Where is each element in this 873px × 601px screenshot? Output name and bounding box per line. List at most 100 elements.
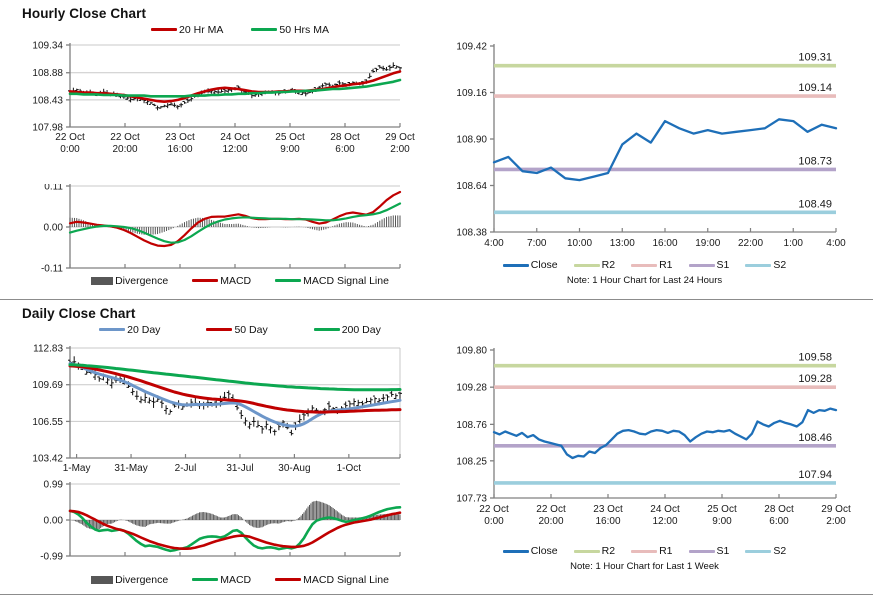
legend-line-icon [502, 549, 529, 553]
legend-label: R1 [659, 259, 673, 271]
legend-line-icon [573, 263, 600, 267]
svg-text:2:00: 2:00 [390, 144, 410, 155]
svg-text:12:00: 12:00 [652, 516, 677, 527]
svg-text:0:00: 0:00 [484, 516, 504, 527]
svg-text:0.99: 0.99 [44, 480, 64, 491]
svg-text:103.42: 103.42 [32, 454, 63, 465]
svg-text:23 Oct: 23 Oct [165, 132, 195, 143]
svg-text:16:00: 16:00 [652, 238, 677, 249]
legend-label: S1 [716, 545, 730, 557]
svg-text:29 Oct: 29 Oct [821, 504, 851, 515]
svg-text:12:00: 12:00 [222, 144, 247, 155]
svg-text:9:00: 9:00 [280, 144, 300, 155]
legend-line-icon [313, 328, 340, 331]
legend-label: Close [530, 545, 558, 557]
hourly-price-legend: 20 Hr MA 50 Hrs MA [70, 22, 410, 37]
hourly-right-column: 109.42 109.16 108.90 108.64 108.38 4:00 7:00 10… [422, 22, 867, 287]
svg-text:107.94: 107.94 [798, 469, 832, 481]
svg-text:19:00: 19:00 [695, 238, 720, 249]
legend-label: 20 Hr MA [179, 23, 224, 36]
svg-text:108.49: 108.49 [798, 198, 832, 210]
legend-label: 200 Day [341, 323, 381, 336]
legend-item-macd: MACD [192, 275, 251, 287]
svg-text:109.42: 109.42 [456, 42, 487, 53]
daily-right-column: 109.80 109.28 108.76 108.25 107.73 22 Oct 0:00… [422, 322, 867, 573]
legend-item-s1: S1 [688, 259, 729, 271]
daily-price-legend: 20 Day 50 Day 200 Day [70, 322, 410, 337]
daily-section: Daily Close Chart 20 Day 50 Day 200 Day 11… [0, 300, 873, 595]
svg-text:108.43: 108.43 [32, 95, 63, 106]
legend-label: 50 Hrs MA [279, 23, 329, 36]
svg-text:9:00: 9:00 [712, 516, 732, 527]
svg-text:16:00: 16:00 [595, 516, 620, 527]
legend-label: MACD Signal Line [303, 274, 389, 287]
svg-text:13:00: 13:00 [610, 238, 635, 249]
svg-text:0.00: 0.00 [44, 223, 64, 234]
svg-text:106.55: 106.55 [32, 417, 63, 428]
legend-item-20-hr-ma: 20 Hr MA [151, 24, 223, 36]
svg-text:108.38: 108.38 [456, 228, 487, 239]
hourly-macd-chart: 0.11 0.00 -0.11 [41, 184, 402, 273]
legend-line-icon [631, 263, 658, 267]
legend-line-icon [275, 578, 302, 581]
svg-text:0.11: 0.11 [44, 184, 63, 193]
legend-item-close: Close [502, 259, 558, 271]
daily-row: 20 Day 50 Day 200 Day 112.83 109.69 106.55 10… [8, 322, 867, 587]
svg-text:24 Oct: 24 Oct [650, 504, 680, 515]
legend-label: MACD Signal Line [303, 573, 389, 586]
legend-item-divergence: Divergence [91, 275, 168, 287]
legend-line-icon [192, 578, 219, 581]
hourly-section: Hourly Close Chart 20 Hr MA 50 Hrs MA 109… [0, 0, 873, 300]
svg-text:107.98: 107.98 [32, 123, 63, 134]
daily-pivot-note: Note: 1 Hour Chart for Last 1 Week [570, 561, 719, 572]
svg-text:24 Oct: 24 Oct [220, 132, 250, 143]
svg-text:28 Oct: 28 Oct [764, 504, 794, 515]
svg-text:-0.99: -0.99 [40, 552, 63, 563]
legend-line-icon [502, 263, 529, 267]
legend-item-close: Close [502, 545, 558, 557]
hourly-left-column: 20 Hr MA 50 Hrs MA 109.34 108.88 108.43 107.… [8, 22, 420, 288]
legend-line-icon [206, 328, 233, 331]
legend-line-icon [251, 28, 278, 31]
svg-text:107.73: 107.73 [456, 494, 487, 505]
legend-label: R2 [601, 259, 616, 271]
hourly-macd-legend: Divergence MACD MACD Signal Line [70, 273, 410, 288]
svg-text:22:00: 22:00 [738, 238, 763, 249]
svg-text:2:00: 2:00 [826, 516, 846, 527]
legend-label: S2 [773, 545, 787, 557]
svg-text:-0.11: -0.11 [41, 264, 63, 273]
legend-line-icon [275, 279, 302, 282]
svg-text:109.58: 109.58 [798, 352, 832, 364]
legend-line-icon [745, 263, 772, 267]
svg-text:20:00: 20:00 [538, 516, 563, 527]
legend-item-50-hrs-ma: 50 Hrs MA [251, 24, 329, 36]
svg-text:109.28: 109.28 [456, 383, 487, 394]
legend-swatch-icon [91, 575, 114, 584]
svg-text:25 Oct: 25 Oct [275, 132, 305, 143]
svg-text:1-May: 1-May [63, 463, 91, 474]
svg-text:7:00: 7:00 [527, 238, 547, 249]
svg-text:22 Oct: 22 Oct [110, 132, 140, 143]
legend-line-icon [688, 549, 715, 553]
svg-text:22 Oct: 22 Oct [479, 504, 509, 515]
svg-text:0.00: 0.00 [44, 516, 64, 527]
legend-item-r1: R1 [631, 259, 673, 271]
svg-text:22 Oct: 22 Oct [536, 504, 566, 515]
legend-item-200-day: 200 Day [313, 323, 381, 336]
hourly-pivot-legend: Close R2 R1 S1 S2 [502, 259, 787, 271]
svg-text:25 Oct: 25 Oct [707, 504, 737, 515]
svg-text:30-Aug: 30-Aug [278, 463, 310, 474]
legend-label: Divergence [115, 274, 169, 287]
svg-text:108.64: 108.64 [456, 181, 487, 192]
legend-item-macd-signal-line: MACD Signal Line [275, 574, 389, 586]
legend-label: S2 [773, 259, 787, 271]
svg-text:108.46: 108.46 [798, 432, 832, 444]
legend-line-icon [745, 549, 772, 553]
svg-text:109.14: 109.14 [798, 82, 832, 94]
daily-section-title: Daily Close Chart [22, 306, 136, 321]
hourly-pivot-note: Note: 1 Hour Chart for Last 24 Hours [566, 275, 723, 286]
svg-text:23 Oct: 23 Oct [593, 504, 623, 515]
svg-text:4:00: 4:00 [484, 238, 504, 249]
